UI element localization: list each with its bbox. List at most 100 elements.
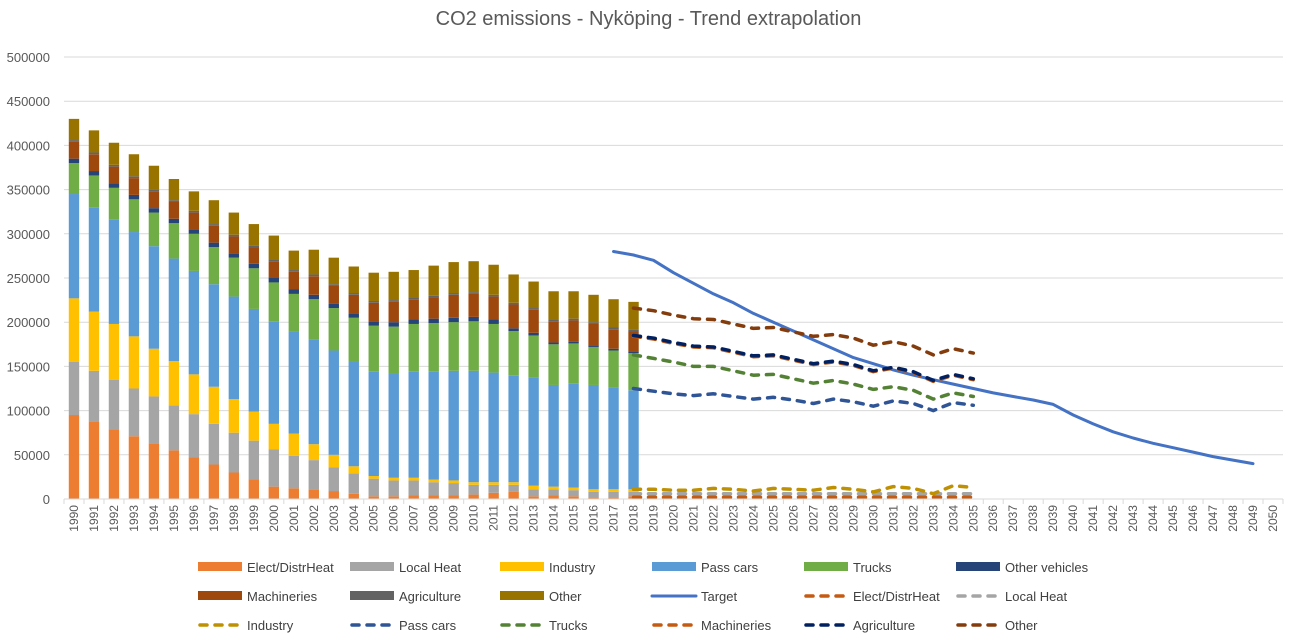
bar-segment-machineries (248, 247, 260, 264)
bar-segment-pass-cars (428, 371, 439, 480)
bar-segment-local-heat (208, 423, 220, 465)
trend-line-agriculture (631, 333, 976, 383)
bar-segment-local-heat (288, 455, 300, 489)
bar-stack (308, 249, 319, 499)
bar-stack (548, 291, 559, 499)
trend-line-other (631, 306, 976, 357)
y-tick-label: 400000 (7, 138, 50, 153)
bar-segment-local-heat (508, 484, 519, 492)
legend-swatch (350, 562, 394, 571)
bar-stack (148, 165, 160, 499)
bar-segment-trucks (328, 308, 339, 351)
bar-segment-local-heat (68, 361, 80, 416)
x-tick-label: 2014 (547, 505, 561, 532)
bar-stack (568, 291, 579, 499)
x-tick-label: 2036 (986, 505, 1000, 532)
bar-stack (108, 142, 120, 499)
bar-stack (268, 235, 280, 499)
bar-segment-agriculture (388, 300, 399, 302)
bar-segment-machineries (588, 323, 599, 346)
bar-segment-pass-cars (508, 375, 519, 483)
bar-segment-other-vehicles (248, 263, 260, 269)
bar-segment-other-vehicles (628, 351, 639, 354)
bar-segment-pass-cars (228, 296, 240, 400)
bar-segment-other (108, 142, 120, 165)
bar-segment-elect-distrheat (88, 421, 100, 499)
bar-segment-elect-distrheat (288, 488, 300, 499)
bar-segment-elect-distrheat (248, 479, 260, 499)
bar-segment-agriculture (508, 302, 519, 305)
x-tick-label: 2039 (1046, 505, 1060, 532)
x-tick-label: 1991 (87, 505, 101, 532)
x-tick-label: 2030 (866, 505, 880, 532)
x-tick-label: 2020 (667, 505, 681, 532)
stacked-bars (68, 118, 639, 499)
bar-segment-other (208, 200, 220, 225)
x-tick-label: 2005 (367, 505, 381, 532)
legend-swatch (350, 591, 394, 600)
bar-segment-pass-cars (488, 372, 499, 483)
bar-segment-elect-distrheat (408, 495, 419, 499)
bar-segment-machineries (188, 212, 200, 230)
bar-segment-local-heat (268, 449, 280, 487)
bar-segment-machineries (108, 166, 120, 184)
bar-segment-industry (368, 476, 379, 479)
x-tick-label: 2009 (447, 505, 461, 532)
bar-segment-machineries (288, 271, 300, 290)
bar-segment-elect-distrheat (128, 436, 140, 499)
bar-segment-trucks (188, 233, 200, 271)
bar-segment-agriculture (468, 292, 479, 294)
legend-swatch (198, 591, 242, 600)
x-tick-label: 2026 (786, 505, 800, 532)
legend-item: Trucks (804, 560, 892, 575)
bar-segment-trucks (348, 317, 359, 362)
bar-segment-agriculture (408, 297, 419, 300)
bar-segment-industry (288, 433, 300, 456)
bar-stack (408, 270, 419, 499)
legend-label: Elect/DistrHeat (247, 560, 334, 575)
legend-item: Local Heat (350, 560, 462, 575)
bar-segment-elect-distrheat (168, 450, 180, 499)
x-tick-label: 2006 (387, 505, 401, 532)
bar-stack (88, 130, 100, 499)
bar-segment-agriculture (588, 322, 599, 324)
bar-segment-pass-cars (608, 387, 619, 490)
y-tick-label: 200000 (7, 315, 50, 330)
bar-segment-other-vehicles (348, 313, 359, 318)
bar-segment-local-heat (328, 467, 339, 492)
bar-segment-elect-distrheat (468, 494, 479, 499)
legend-swatch (500, 591, 544, 600)
legend-label: Pass cars (399, 618, 457, 633)
y-tick-label: 250000 (7, 271, 50, 286)
legend-swatch (198, 562, 242, 571)
bar-stack (208, 200, 220, 499)
bar-stack (128, 154, 140, 499)
bar-segment-other-vehicles (368, 321, 379, 326)
x-tick-label: 2003 (327, 505, 341, 532)
bar-segment-pass-cars (528, 377, 539, 486)
x-tick-label: 2022 (706, 505, 720, 532)
bar-segment-agriculture (228, 234, 240, 237)
bar-segment-trucks (428, 323, 439, 372)
bar-segment-local-heat (588, 491, 599, 498)
bar-segment-industry (468, 482, 479, 485)
bar-segment-industry (308, 444, 319, 461)
bar-segment-agriculture (208, 224, 220, 226)
legend-label: Trucks (549, 618, 588, 633)
bar-segment-agriculture (348, 293, 359, 295)
bar-segment-industry (508, 482, 519, 485)
bar-segment-trucks (388, 326, 399, 374)
legend-item: Other vehicles (956, 560, 1089, 575)
bar-segment-agriculture (608, 327, 619, 330)
bar-stack (388, 271, 399, 499)
target-line-target (612, 250, 1255, 466)
bar-segment-local-heat (488, 484, 499, 493)
legend-item: Agriculture (350, 589, 461, 604)
bar-segment-elect-distrheat (108, 429, 120, 499)
bar-segment-pass-cars (448, 370, 459, 481)
x-tick-label: 2007 (407, 505, 421, 532)
bar-stack (428, 265, 439, 499)
bar-segment-other (628, 301, 639, 330)
bar-segment-machineries (508, 304, 519, 329)
